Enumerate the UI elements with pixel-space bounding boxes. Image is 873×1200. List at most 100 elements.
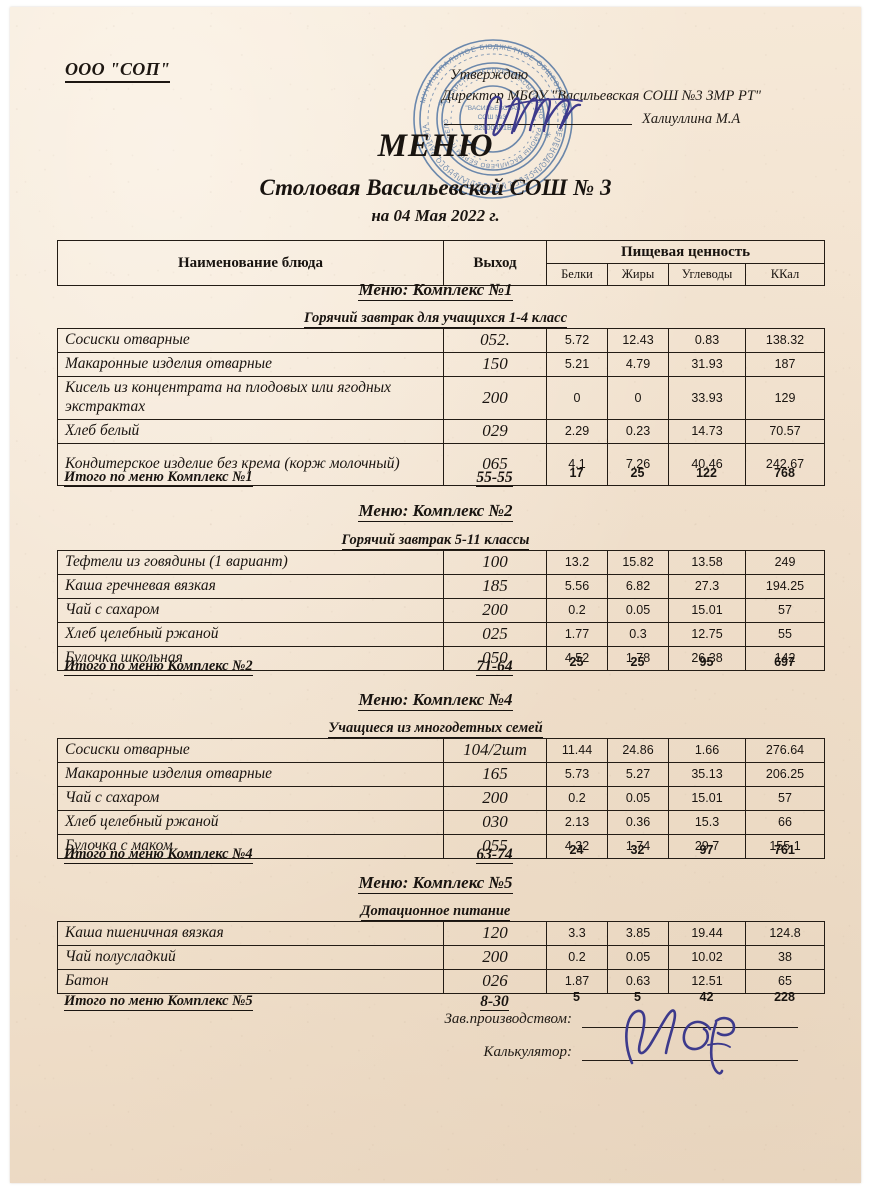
cell-fat: 0.23 [607, 418, 669, 444]
table-row: Сосиски отварные 052. 5.72 12.43 0.83 13… [57, 328, 825, 353]
menu-heading-1: Меню: Комплекс №1 [358, 280, 513, 301]
cell-output: 165 [443, 761, 547, 787]
cell-kcal: 38 [745, 944, 825, 970]
cell-dish-name: Хлеб целебный ржаной [57, 621, 444, 647]
cell-output: 200 [443, 944, 547, 970]
cell-carbs: 12.75 [668, 621, 746, 647]
cell-fat: 12.43 [607, 328, 669, 353]
cell-dish-name: Кисель из концентрата на плодовых или яг… [57, 375, 444, 420]
cell-protein: 5.56 [546, 573, 608, 599]
totals-kcal: 697 [774, 655, 795, 669]
cell-dish-name: Булочка школьная [57, 645, 444, 671]
cell-fat: 5.27 [607, 761, 669, 787]
totals-row-4: Итого по меню Комплекс №5 8-30 5 5 42 22… [57, 990, 824, 1013]
table-row: Хлеб целебный ржаной 030 2.13 0.36 15.3 … [57, 809, 825, 835]
table-row: Булочка школьная 050 4.52 1.78 26.38 142 [57, 645, 825, 671]
cell-carbs: 40.46 [668, 442, 746, 486]
page-title: МЕНЮ [377, 128, 494, 164]
cell-carbs: 29.7 [668, 833, 746, 859]
cell-carbs: 15.3 [668, 809, 746, 835]
cell-protein: 0.2 [546, 944, 608, 970]
cell-kcal: 65 [745, 968, 825, 994]
document-content: ООО "СОП" МУНИ [10, 7, 861, 1183]
table-row: Чай с сахаром 200 0.2 0.05 15.01 57 [57, 597, 825, 623]
cell-kcal: 138.32 [745, 328, 825, 353]
cell-carbs: 15.01 [668, 785, 746, 811]
table-row: Кисель из концентрата на плодовых или яг… [57, 375, 825, 420]
cell-kcal: 242.67 [745, 442, 825, 486]
table-row: Сосиски отварные 104/2шт 11.44 24.86 1.6… [57, 738, 825, 763]
cell-output: 104/2шт [443, 738, 547, 763]
cell-output: 025 [443, 621, 547, 647]
cell-protein: 4.32 [546, 833, 608, 859]
cell-kcal: 187 [745, 351, 825, 377]
totals-protein: 25 [569, 655, 584, 669]
cell-protein: 0.2 [546, 597, 608, 623]
signature-row-calculator: Калькулятор: [440, 1040, 830, 1073]
footer-signature-block: Зав.производством: Калькулятор: [440, 1007, 830, 1075]
header-row-sub: Белки Жиры Углеводы ККал [58, 263, 826, 286]
cell-carbs: 0.83 [668, 328, 746, 353]
cell-fat: 0.3 [607, 621, 669, 647]
totals-label: Итого по меню Комплекс №2 [64, 658, 253, 676]
header-row-top: Наименование блюда Выход Пищевая ценност… [57, 240, 826, 286]
cell-dish-name: Каша гречневая вязкая [57, 573, 444, 599]
signature-label: Калькулятор: [483, 1044, 572, 1060]
cell-carbs: 27.3 [668, 573, 746, 599]
cell-kcal: 55 [745, 621, 825, 647]
approval-block: Утверждаю Директор МБОУ "Васильевская СО… [442, 65, 842, 133]
cell-carbs: 26.38 [668, 645, 746, 671]
table-row: Батон 026 1.87 0.63 12.51 65 [57, 968, 825, 994]
cell-carbs: 15.01 [668, 597, 746, 623]
signature-line [582, 1027, 798, 1028]
cell-dish-name: Хлеб белый [57, 418, 444, 444]
cell-carbs: 1.66 [668, 738, 746, 763]
cell-fat: 0.05 [607, 785, 669, 811]
approval-director-name: Халиуллина М.А [642, 111, 741, 128]
table-row: Каша пшеничная вязкая 120 3.3 3.85 19.44… [57, 921, 825, 946]
cell-kcal: 57 [745, 597, 825, 623]
cell-protein: 5.21 [546, 351, 608, 377]
group-caption-2: Горячий завтрак 5-11 классы [341, 532, 530, 550]
table-header: Наименование блюда Выход Пищевая ценност… [57, 240, 826, 286]
table-row: Булочка с маком 055 4.32 1.74 29.7 155.1 [57, 833, 825, 859]
cell-protein: 2.13 [546, 809, 608, 835]
totals-row-2: Итого по меню Комплекс №2 71-64 25 25 95… [57, 655, 824, 678]
totals-carbs: 42 [699, 990, 714, 1004]
cell-fat: 7.26 [607, 442, 669, 486]
cell-dish-name: Тефтели из говядины (1 вариант) [57, 550, 444, 575]
table-row: Чай полусладкий 200 0.2 0.05 10.02 38 [57, 944, 825, 970]
cell-kcal: 57 [745, 785, 825, 811]
paper-sheet: ООО "СОП" МУНИ [10, 7, 861, 1183]
cell-carbs: 19.44 [668, 921, 746, 946]
cell-protein: 2.29 [546, 418, 608, 444]
cell-dish-name: Батон [57, 968, 444, 994]
cell-protein: 0.2 [546, 785, 608, 811]
totals-kcal: 228 [774, 990, 795, 1004]
cell-kcal: 194.25 [745, 573, 825, 599]
cell-carbs: 14.73 [668, 418, 746, 444]
organization-name: ООО "СОП" [65, 59, 171, 83]
cell-dish-name: Чай с сахаром [57, 785, 444, 811]
cell-dish-name: Сосиски отварные [57, 328, 444, 353]
totals-label: Итого по меню Комплекс №1 [64, 469, 253, 487]
totals-carbs: 122 [696, 466, 717, 480]
cell-output: 100 [443, 550, 547, 575]
totals-fat: 25 [630, 466, 645, 480]
totals-protein: 24 [569, 843, 584, 857]
cell-output: 052. [443, 328, 547, 353]
cell-output: 150 [443, 351, 547, 377]
cell-carbs: 10.02 [668, 944, 746, 970]
table-row: Кондитерское изделие без крема (корж мол… [57, 442, 825, 486]
cell-protein: 4.1 [546, 442, 608, 486]
cell-fat: 4.79 [607, 351, 669, 377]
cell-output: 200 [443, 375, 547, 420]
totals-protein: 5 [573, 990, 580, 1004]
cell-protein: 1.87 [546, 968, 608, 994]
cell-protein: 3.3 [546, 921, 608, 946]
cell-fat: 6.82 [607, 573, 669, 599]
cell-output: 120 [443, 921, 547, 946]
col-header-output: Выход [443, 240, 547, 286]
totals-fat: 32 [630, 843, 645, 857]
totals-row-1: Итого по меню Комплекс №1 55-55 17 25 12… [57, 466, 824, 489]
